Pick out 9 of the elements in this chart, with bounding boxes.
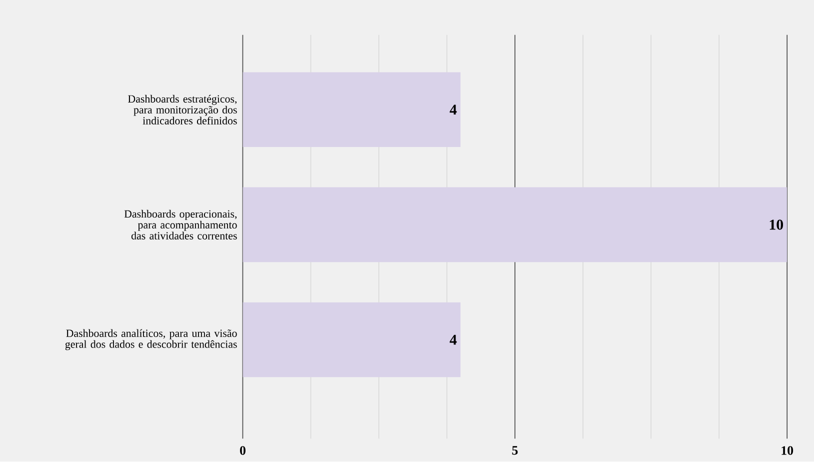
x-tick-label: 0 (240, 446, 246, 456)
y-tick-label: Dashboards operacionais, para acompanhamento das atividades correntes (124, 210, 237, 240)
data-label: 10 (770, 220, 784, 230)
x-tick-label: 5 (512, 446, 518, 455)
data-label: 4 (450, 104, 457, 115)
x-tick-label: 10 (782, 446, 794, 456)
data-label: 4 (450, 335, 457, 345)
y-tick-label: Dashboards analíticos, para uma visão geral dos dados e descobrir tendências (65, 330, 237, 350)
y-tick-label: Dashboards estratégicos, para monitorização dos indicadores definidos (128, 95, 237, 125)
